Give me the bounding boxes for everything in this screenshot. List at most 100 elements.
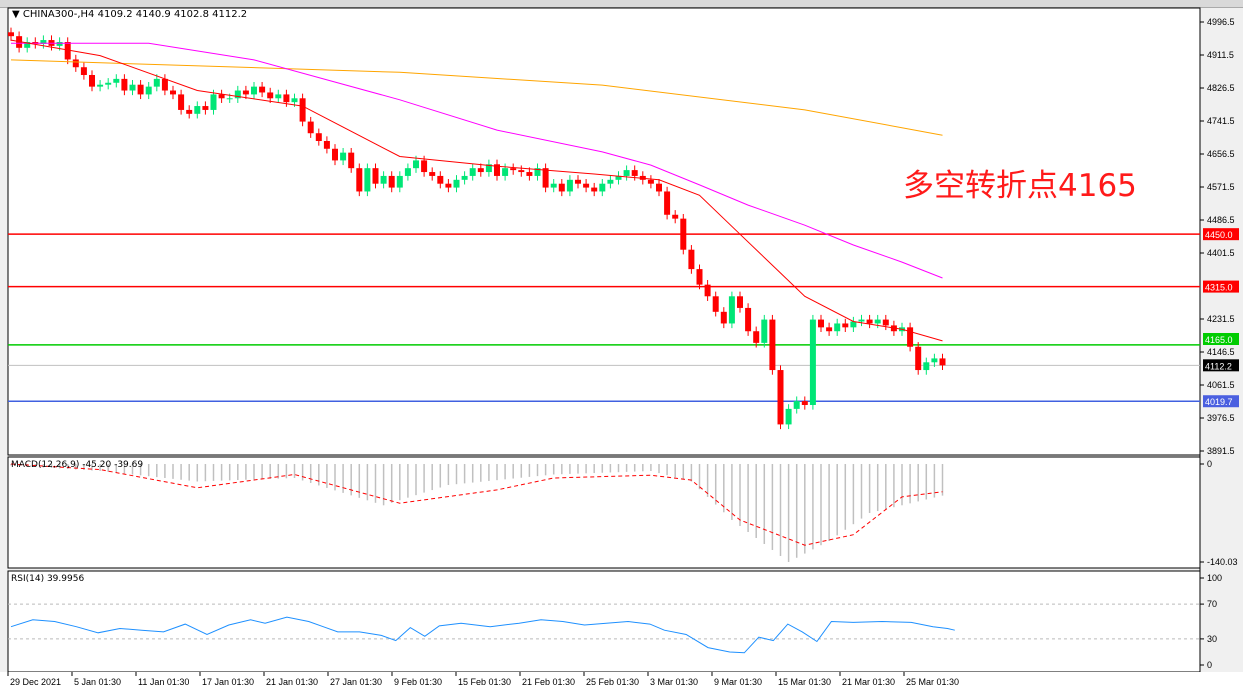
candle-bull	[623, 170, 630, 176]
price-tick-label: 4231.5	[1207, 314, 1235, 324]
candle-bull	[251, 86, 257, 95]
candle-bull	[761, 319, 768, 343]
candle-bear	[89, 74, 95, 87]
candle-bear	[591, 187, 598, 192]
candle-bear	[8, 32, 14, 37]
candle-bear	[583, 183, 590, 188]
candle-bear	[388, 175, 395, 188]
candle-bull	[105, 82, 112, 85]
level-tag-bg	[1203, 333, 1239, 345]
candle-bear	[939, 358, 946, 366]
level-tag: 4165.0	[1205, 335, 1233, 345]
level-tag-bg	[1203, 280, 1239, 293]
price-tick-label: 4401.5	[1207, 248, 1235, 258]
macd-tick-label: 0	[1207, 459, 1212, 469]
level-tag: 4315.0	[1205, 283, 1233, 293]
candle-bear	[753, 331, 760, 343]
candle-bull	[850, 321, 857, 328]
macd-signal-line	[10, 463, 943, 546]
candle-bear	[647, 179, 654, 184]
candle-bull	[793, 401, 800, 409]
candle-bear	[769, 319, 776, 371]
level-tag-bg	[1203, 228, 1239, 241]
candle-bull	[291, 98, 298, 103]
panel-rsi	[7, 570, 1201, 673]
candle-bear	[202, 106, 209, 110]
candle-bear	[720, 311, 727, 324]
candle-bull	[931, 358, 938, 363]
level-tag: 4450.0	[1205, 230, 1233, 240]
macd-tick-label: -140.03	[1207, 557, 1238, 567]
rsi-tick-label: 70	[1207, 599, 1217, 609]
candle-bear	[915, 346, 922, 371]
candle-bear	[737, 296, 743, 308]
time-tick-label: 3 Mar 01:30	[650, 677, 698, 687]
time-tick-label: 29 Dec 2021	[10, 677, 61, 687]
rsi-tick-label: 100	[1207, 573, 1222, 583]
candle-bull	[129, 84, 136, 91]
candle-bull	[809, 319, 816, 405]
candle-bull	[874, 319, 881, 324]
candle-bull	[599, 183, 606, 192]
price-tick-label: 4146.5	[1207, 347, 1235, 357]
candle-bull	[615, 175, 622, 180]
time-tick-label: 5 Jan 01:30	[74, 677, 121, 687]
candle-bear	[437, 175, 444, 184]
candle-bear	[558, 183, 565, 192]
candle-bull	[923, 362, 930, 371]
price-tick-label: 4486.5	[1207, 215, 1235, 225]
candle-bear	[672, 214, 679, 219]
candle-bull	[97, 84, 104, 87]
candle-bear	[137, 84, 144, 95]
candle-bull	[113, 78, 120, 83]
candle-bear	[518, 170, 525, 173]
menu-triangle-icon[interactable]: ▼	[12, 9, 20, 20]
candle-bear	[445, 183, 452, 188]
rsi-line	[10, 616, 955, 654]
price-tick-label: 4996.5	[1207, 17, 1235, 27]
candle-bull	[502, 168, 509, 176]
candle-bull	[396, 175, 403, 188]
candle-bull	[785, 408, 792, 425]
candle-bear	[704, 284, 711, 297]
rsi-label: RSI(14) 39.9956	[11, 574, 85, 584]
time-tick-label: 25 Mar 01:30	[906, 677, 959, 687]
candle-bear	[745, 307, 752, 332]
candle-bull	[728, 296, 735, 324]
time-tick-label: 17 Jan 01:30	[202, 677, 254, 687]
price-tick-label: 3976.5	[1207, 413, 1235, 423]
time-tick-label: 11 Jan 01:30	[138, 677, 189, 687]
candle-bear	[818, 319, 824, 328]
rsi-tick-label: 0	[1207, 660, 1212, 670]
candle-bear	[801, 401, 808, 405]
candle-bear	[307, 121, 314, 134]
time-tick-label: 27 Jan 01:30	[330, 677, 382, 687]
price-tick-label: 4826.5	[1207, 83, 1235, 93]
candle-bull	[24, 41, 31, 48]
candle-bear	[218, 94, 225, 99]
pivot-annotation: 多空转折点4165	[903, 168, 1137, 204]
candle-bear	[494, 164, 500, 176]
candle-bear	[777, 370, 784, 425]
level-tag: 4019.7	[1205, 397, 1233, 407]
candle-bear	[664, 191, 671, 215]
candle-bull	[607, 179, 614, 184]
candle-bear	[323, 140, 330, 149]
ma-slow-line	[10, 59, 943, 136]
time-tick-label: 15 Feb 01:30	[458, 677, 511, 687]
candle-bull	[234, 90, 241, 99]
macd-label: MACD(12,26,9) -45.20 -39.69	[11, 460, 144, 470]
candle-bull	[210, 94, 217, 110]
level-tag-bg	[1203, 395, 1239, 408]
candle-bear	[510, 168, 517, 171]
candle-bull	[364, 168, 371, 192]
candle-bull	[404, 168, 411, 176]
candle-bull	[40, 40, 47, 44]
candle-bull	[153, 78, 160, 87]
candle-bear	[178, 94, 185, 110]
candle-bear	[72, 59, 79, 68]
time-tick-label: 25 Feb 01:30	[586, 677, 639, 687]
candle-bear	[332, 148, 338, 161]
candle-bull	[340, 152, 347, 161]
